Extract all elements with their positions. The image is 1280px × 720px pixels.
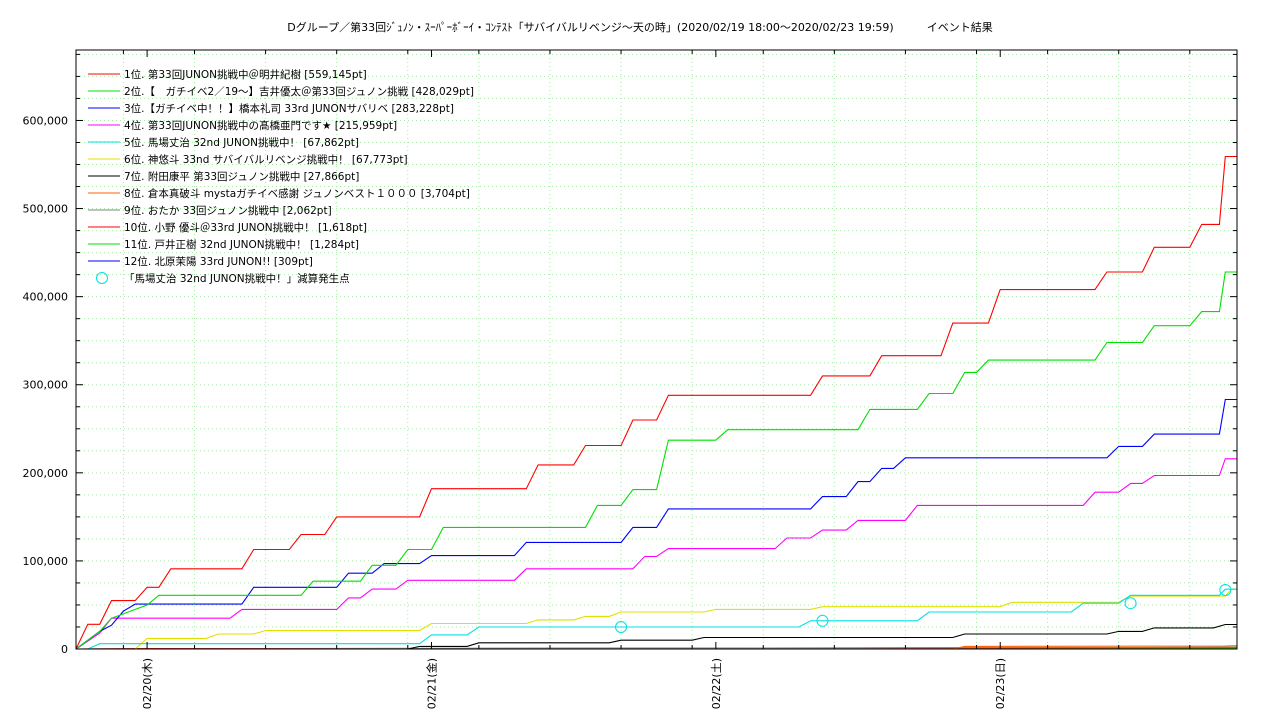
chart-title: Dグループ／第33回ｼﾞｭﾉﾝ・ｽｰﾊﾟｰﾎﾞｰｲ・ｺﾝﾃｽﾄ「サバイバルリベン… (287, 21, 993, 34)
series-line (76, 588, 1237, 650)
y-tick-label: 300,000 (23, 379, 69, 392)
legend-marker (96, 272, 108, 284)
x-tick-label: 02/23(日) (994, 658, 1007, 709)
legend-label: 8位. 倉本真破斗 mystaガチイベ感謝 ジュノンベスト１０００ [3,704… (124, 187, 470, 200)
series-line (75, 271, 1237, 650)
legend: 1位. 第33回JUNON挑戦中＠明井紀樹 [559,145pt] 2位.【 ガチ… (88, 68, 474, 285)
y-tick-label: 600,000 (23, 114, 69, 127)
series-line (75, 458, 1237, 650)
y-tick-label: 200,000 (23, 467, 69, 480)
marker-point (615, 620, 628, 633)
y-tick-label: 100,000 (23, 555, 69, 568)
legend-label: 6位. 神悠斗 33nd サバイバルリベンジ挑戦中！ [67,773pt] (124, 153, 408, 166)
y-axis: 0 100,000 200,000 300,000 400,000 500,000 600,… (23, 53, 1237, 656)
legend-label: 5位. 馬場丈治 32nd JUNON挑戦中！ [67,862pt] (124, 136, 359, 149)
legend-label: 1位. 第33回JUNON挑戦中＠明井紀樹 [559,145pt] (124, 68, 367, 81)
x-tick-label: 02/21(金) (424, 658, 438, 709)
legend-label: 10位. 小野 優斗＠33rd JUNON挑戦中！ [1,618pt] (124, 221, 367, 234)
x-tick-label: 02/22(土) (710, 658, 723, 709)
legend-label: 11位. 戸井正樹 32nd JUNON挑戦中！ [1,284pt] (124, 238, 359, 251)
y-tick-label: 400,000 (23, 291, 69, 304)
legend-label: 12位. 北原茉陽 33rd JUNON!! [309pt] (124, 255, 313, 268)
x-axis: 02/20(木) 02/21(金) 02/22(土) 02/23(日) (122, 50, 1191, 709)
marker-point (816, 614, 829, 627)
marker-points (615, 583, 1232, 633)
y-tick-label: 0 (61, 643, 68, 656)
legend-label: 4位. 第33回JUNON挑戦中の髙橋亜門です★ [215,959pt] (124, 119, 397, 132)
marker-point (1219, 583, 1232, 596)
legend-label: 2位.【 ガチイベ2／19〜】吉井優太＠第33回ジュノン挑戦 [428,029p… (124, 85, 474, 98)
marker-point (1124, 597, 1137, 610)
y-tick-label: 500,000 (23, 203, 69, 216)
series-line (75, 155, 1237, 650)
grid-lines (76, 50, 1237, 649)
legend-label: 9位. おたか 33回ジュノン挑戦中 [2,062pt] (124, 204, 332, 217)
x-tick-label: 02/20(木) (141, 658, 154, 709)
series-line (76, 588, 1237, 650)
legend-label: 3位.【ガチイベ中！！】橋本礼司 33rd JUNONサバリベ [283,228… (124, 102, 454, 115)
legend-label: 7位. 附田康平 第33回ジュノン挑戦中 [27,866pt] (124, 170, 359, 183)
plot-frame (75, 49, 1238, 650)
legend-label: 「馬場丈治 32nd JUNON挑戦中！」減算発生点 (124, 272, 350, 285)
series-line (76, 623, 1237, 650)
